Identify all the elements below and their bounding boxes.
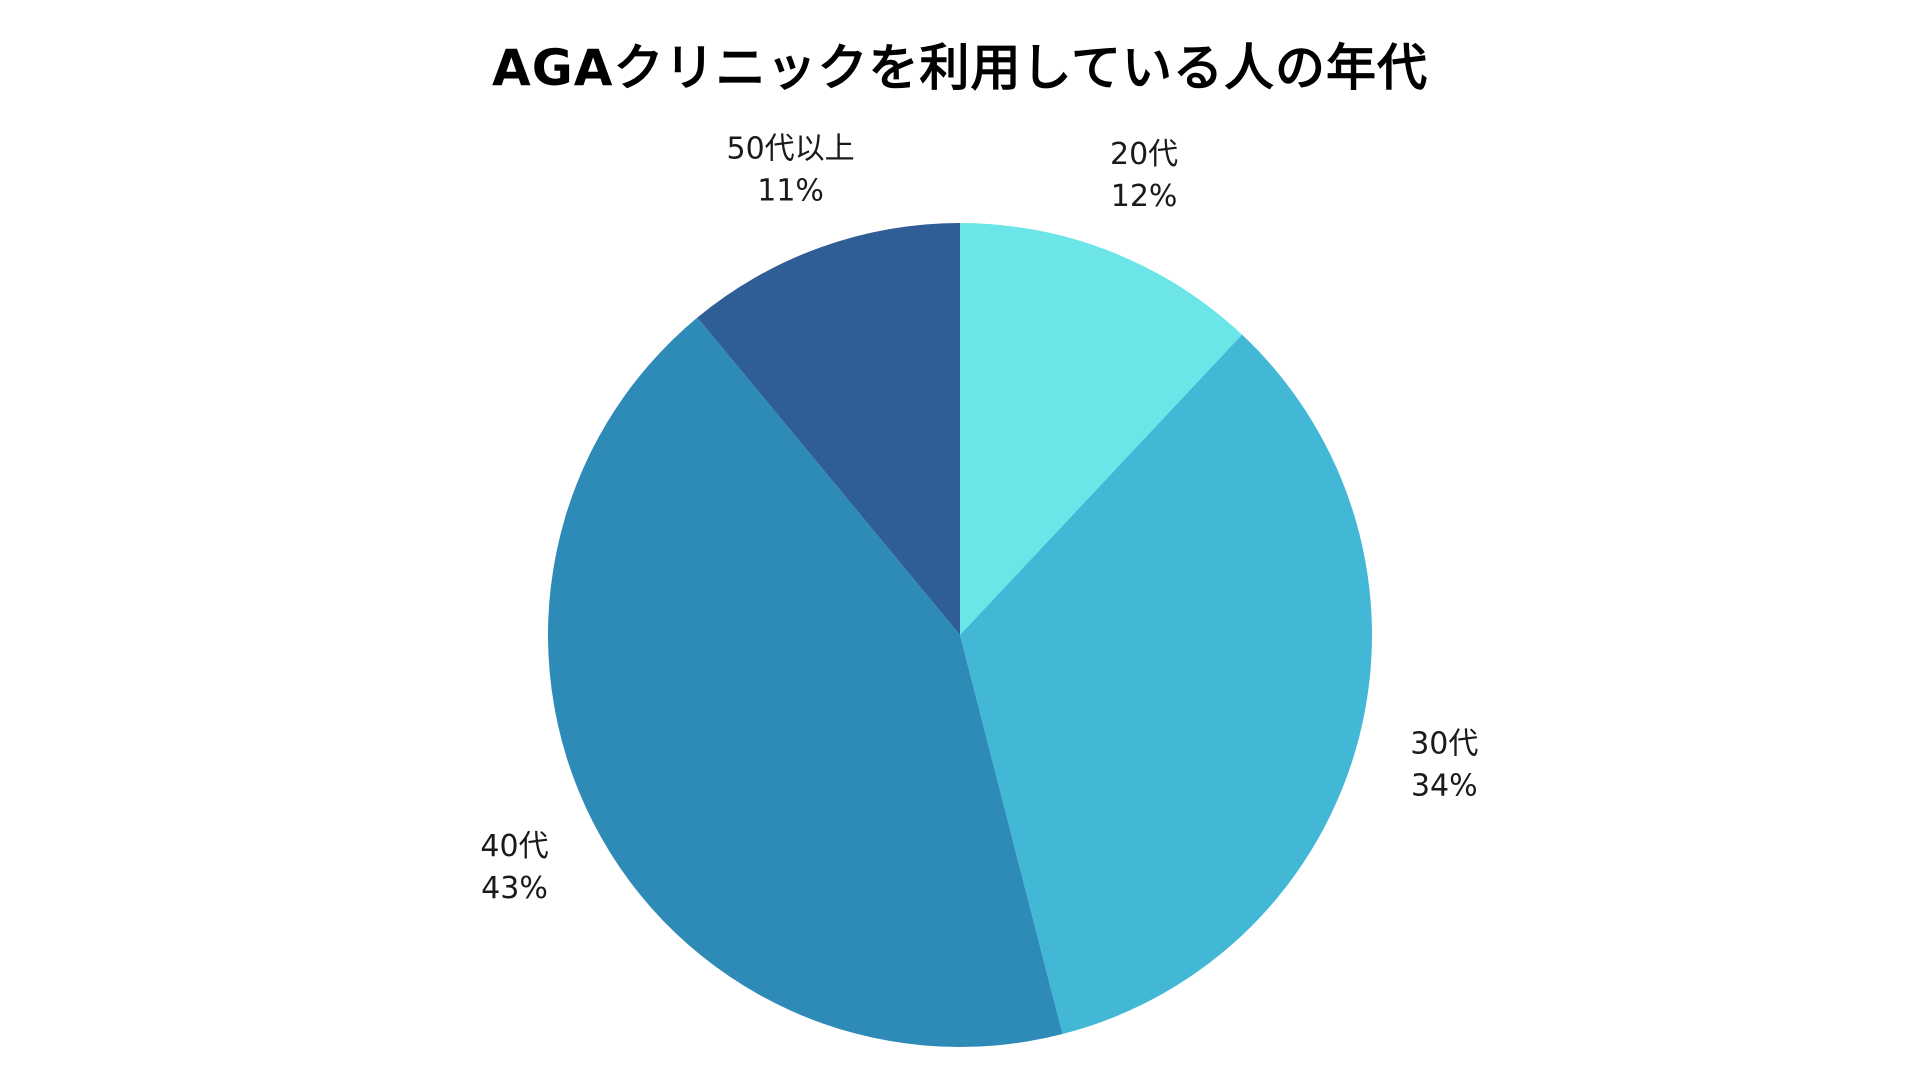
chart-title: AGAクリニックを利用している人の年代 xyxy=(492,39,1428,97)
slice-value-label: 12% xyxy=(1111,179,1178,214)
slice-category-label: 50代以上 xyxy=(727,132,855,167)
pie-labels: 20代 12% 30代 34% 40代 43% 50代以上 11% xyxy=(480,132,1478,906)
pie-slices xyxy=(547,222,1373,1048)
slice-category-label: 40代 xyxy=(480,829,548,864)
slice-category-label: 20代 xyxy=(1110,137,1178,172)
slice-value-label: 11% xyxy=(757,174,824,209)
pie-slice-1 xyxy=(960,222,1243,635)
slice-category-label: 30代 xyxy=(1410,726,1478,761)
pie-slice-2 xyxy=(960,334,1373,1035)
pie-slice-3 xyxy=(547,317,1063,1048)
slice-value-label: 34% xyxy=(1411,768,1478,803)
pie-slice-4 xyxy=(697,223,960,635)
slice-value-label: 43% xyxy=(481,871,548,906)
